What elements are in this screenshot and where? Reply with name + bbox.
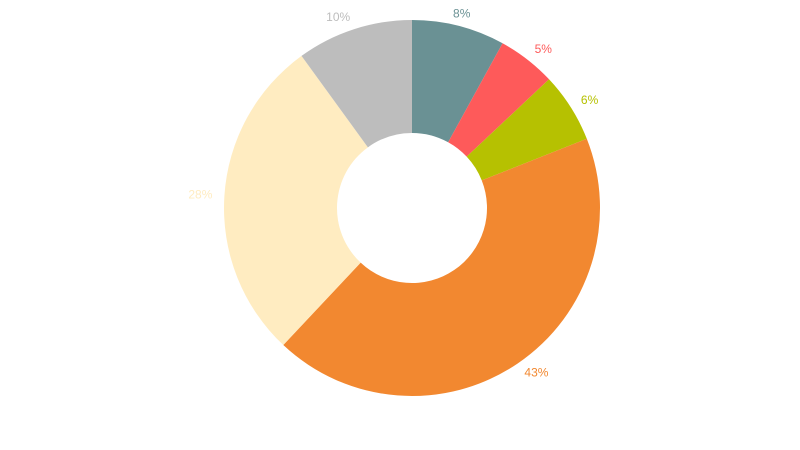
slices-group xyxy=(223,20,600,396)
slice-3 xyxy=(283,138,600,396)
labels-group: 8% 5% 6% 43% 28% 10% xyxy=(188,6,598,379)
slice-label-0: 8% xyxy=(453,6,471,20)
slice-1 xyxy=(448,43,550,157)
slice-5 xyxy=(301,20,412,148)
slice-label-2: 6% xyxy=(581,93,599,107)
slice-2 xyxy=(466,79,587,181)
slice-label-3: 43% xyxy=(524,366,548,380)
slice-label-4: 28% xyxy=(188,188,212,202)
slice-4 xyxy=(223,55,368,346)
slice-0 xyxy=(412,20,503,143)
slice-label-1: 5% xyxy=(535,42,553,56)
slice-label-5: 10% xyxy=(326,10,350,24)
